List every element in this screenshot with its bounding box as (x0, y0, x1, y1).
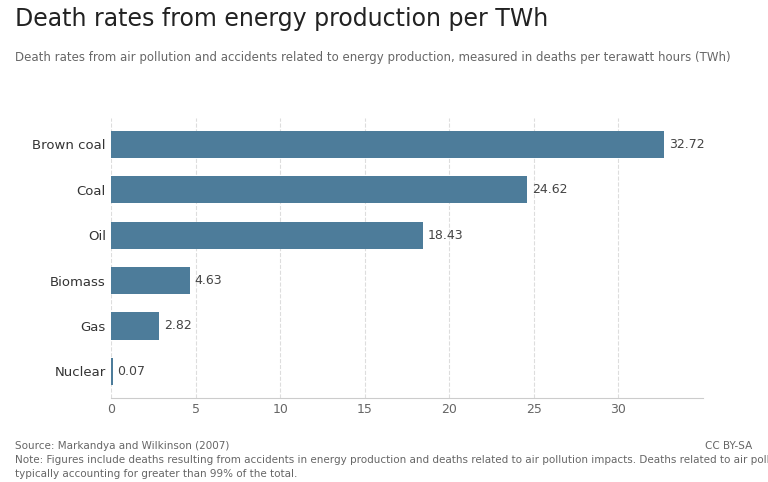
Text: 18.43: 18.43 (428, 228, 463, 241)
Bar (111, 222, 422, 249)
Text: CC BY-SA: CC BY-SA (705, 441, 753, 451)
Text: typically accounting for greater than 99% of the total.: typically accounting for greater than 99… (15, 469, 298, 479)
Text: 0.07: 0.07 (118, 365, 146, 378)
Text: 4.63: 4.63 (194, 274, 222, 287)
Bar (111, 312, 159, 339)
Text: 24.62: 24.62 (532, 183, 568, 196)
Text: Our World: Our World (669, 20, 733, 30)
Text: 2.82: 2.82 (164, 320, 192, 333)
Bar (111, 358, 113, 385)
Text: Source: Markandya and Wilkinson (2007): Source: Markandya and Wilkinson (2007) (15, 441, 230, 451)
Bar (111, 267, 190, 294)
Text: Death rates from air pollution and accidents related to energy production, measu: Death rates from air pollution and accid… (15, 51, 731, 64)
Text: in Data: in Data (678, 45, 723, 55)
Bar (111, 176, 528, 203)
Bar (111, 131, 664, 158)
Text: 32.72: 32.72 (669, 138, 705, 151)
Text: Note: Figures include deaths resulting from accidents in energy production and d: Note: Figures include deaths resulting f… (15, 455, 768, 466)
Text: Death rates from energy production per TWh: Death rates from energy production per T… (15, 7, 548, 31)
